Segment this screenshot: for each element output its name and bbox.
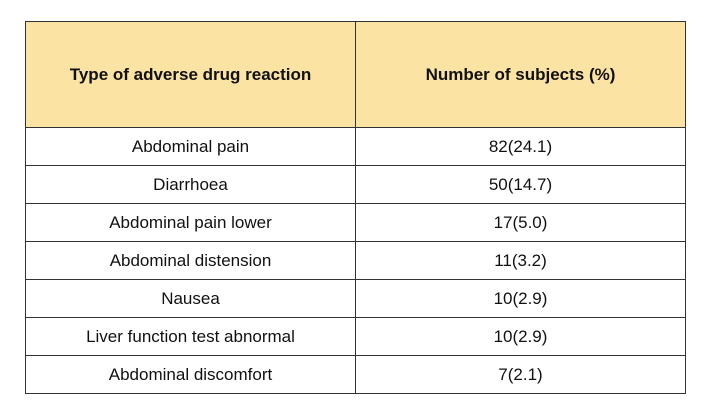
reaction-cell: Nausea	[25, 279, 356, 318]
table-row: Abdominal discomfort 7(2.1)	[25, 355, 686, 394]
count-cell: 11(3.2)	[355, 241, 686, 280]
reaction-cell: Abdominal discomfort	[25, 355, 356, 394]
count-cell: 10(2.9)	[355, 279, 686, 318]
reaction-cell: Diarrhoea	[25, 165, 356, 204]
header-reaction-type: Type of adverse drug reaction	[25, 21, 356, 128]
count-cell: 50(14.7)	[355, 165, 686, 204]
table-row: Abdominal distension 11(3.2)	[25, 241, 686, 280]
header-number-of-subjects: Number of subjects (%)	[355, 21, 686, 128]
reaction-cell: Abdominal pain	[25, 127, 356, 166]
reaction-cell: Abdominal distension	[25, 241, 356, 280]
table-row: Abdominal pain lower 17(5.0)	[25, 203, 686, 242]
adverse-reaction-table-container: Type of adverse drug reaction Number of …	[25, 21, 686, 394]
table-header-row: Type of adverse drug reaction Number of …	[25, 21, 686, 128]
adverse-reaction-table: Type of adverse drug reaction Number of …	[25, 21, 686, 394]
count-cell: 82(24.1)	[355, 127, 686, 166]
table-row: Diarrhoea 50(14.7)	[25, 165, 686, 204]
count-cell: 7(2.1)	[355, 355, 686, 394]
table-row: Liver function test abnormal 10(2.9)	[25, 317, 686, 356]
table-row: Abdominal pain 82(24.1)	[25, 127, 686, 166]
table-row: Nausea 10(2.9)	[25, 279, 686, 318]
count-cell: 10(2.9)	[355, 317, 686, 356]
count-cell: 17(5.0)	[355, 203, 686, 242]
reaction-cell: Abdominal pain lower	[25, 203, 356, 242]
reaction-cell: Liver function test abnormal	[25, 317, 356, 356]
